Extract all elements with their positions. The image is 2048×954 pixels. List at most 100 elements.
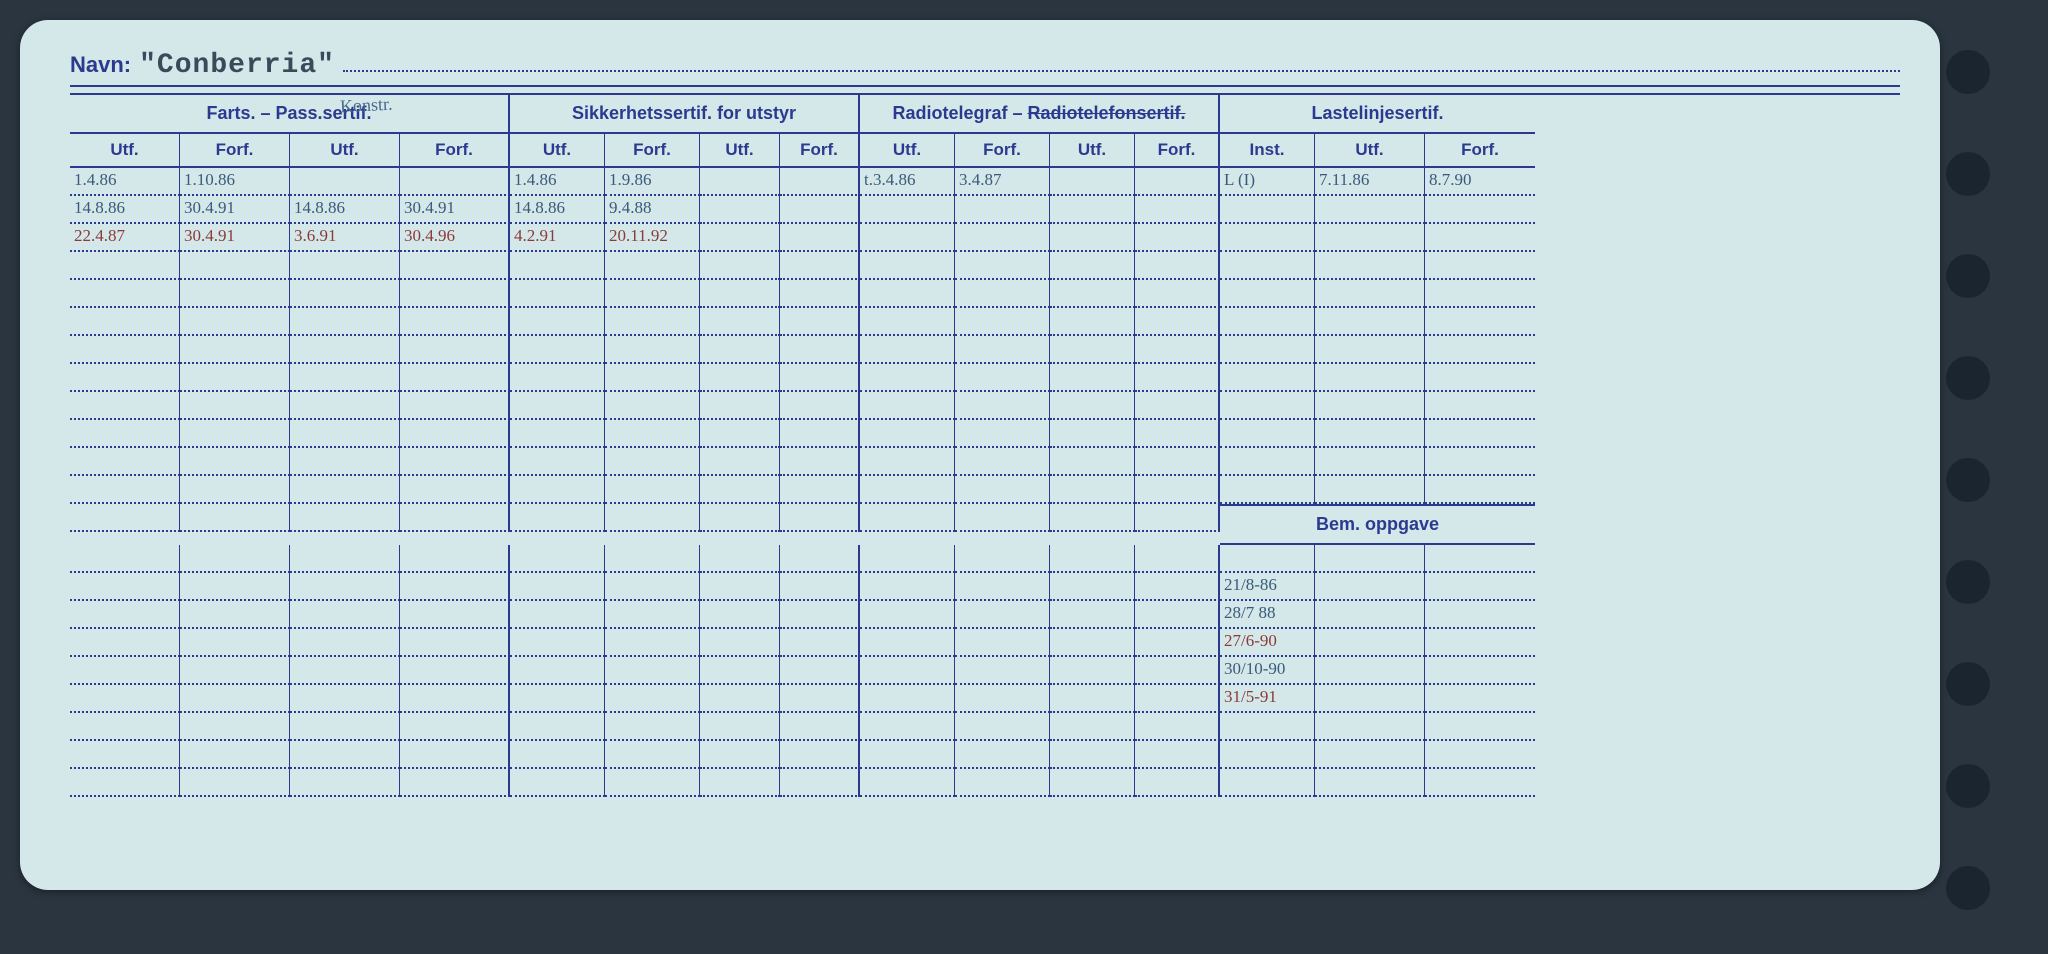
table-cell (860, 252, 955, 280)
table-cell (1425, 420, 1535, 448)
table-cell (1315, 308, 1425, 336)
table-cell (955, 573, 1050, 601)
table-cell (605, 364, 700, 392)
table-cell (70, 769, 180, 797)
name-row: Navn: "Conberria" (70, 50, 1900, 87)
table-cell (605, 504, 700, 532)
table-cell (780, 769, 860, 797)
table-cell: 9.4.88 (605, 196, 700, 224)
table-cell (780, 657, 860, 685)
table-cell (1135, 252, 1220, 280)
table-cell (1050, 573, 1135, 601)
table-cell (955, 769, 1050, 797)
table-cell (1425, 280, 1535, 308)
sub-forf: Forf. (605, 134, 700, 168)
table-cell (1315, 420, 1425, 448)
table-cell (1220, 392, 1315, 420)
table-cell (70, 308, 180, 336)
table-cell (1135, 420, 1220, 448)
table-cell (1315, 336, 1425, 364)
table-cell (1220, 420, 1315, 448)
table-cell (700, 769, 780, 797)
table-cell (1050, 336, 1135, 364)
table-cell (290, 168, 400, 196)
table-cell (860, 476, 955, 504)
table-cell (780, 252, 860, 280)
sub-inst: Inst. (1220, 134, 1315, 168)
data-grid: Farts. – Pass.sertif. Sikkerhetssertif. … (70, 93, 1900, 797)
table-cell (1050, 224, 1135, 252)
table-cell (605, 448, 700, 476)
group-radio: Radiotelegraf – Radiotelefonsertif. (860, 95, 1220, 134)
table-cell (780, 629, 860, 657)
bem-oppgave-header: Bem. oppgave (1220, 504, 1535, 545)
table-cell (400, 476, 510, 504)
table-cell (700, 364, 780, 392)
table-cell (955, 476, 1050, 504)
table-cell (955, 629, 1050, 657)
table-cell (1220, 280, 1315, 308)
table-cell (955, 685, 1050, 713)
table-cell (400, 573, 510, 601)
group-farts: Farts. – Pass.sertif. (70, 95, 510, 134)
table-cell (780, 741, 860, 769)
table-cell (1135, 504, 1220, 532)
table-cell (1220, 196, 1315, 224)
table-cell (290, 420, 400, 448)
table-cell (860, 280, 955, 308)
table-cell (290, 573, 400, 601)
table-cell (700, 448, 780, 476)
table-cell (400, 741, 510, 769)
table-cell (180, 504, 290, 532)
table-cell (1425, 713, 1535, 741)
table-cell (400, 392, 510, 420)
table-cell (510, 252, 605, 280)
table-cell (70, 629, 180, 657)
table-cell (780, 420, 860, 448)
table-cell (700, 601, 780, 629)
table-cell (605, 713, 700, 741)
table-cell (1050, 476, 1135, 504)
table-cell (700, 336, 780, 364)
table-cell (955, 196, 1050, 224)
table-cell (605, 420, 700, 448)
table-cell: L (I) (1220, 168, 1315, 196)
table-cell (1050, 448, 1135, 476)
table-cell (290, 280, 400, 308)
table-cell (700, 420, 780, 448)
table-cell (510, 364, 605, 392)
table-cell (290, 545, 400, 573)
table-cell (860, 504, 955, 532)
table-cell (290, 685, 400, 713)
table-cell (955, 308, 1050, 336)
table-cell (70, 448, 180, 476)
table-cell (955, 601, 1050, 629)
table-cell (1220, 545, 1315, 573)
table-cell (860, 601, 955, 629)
table-cell (700, 657, 780, 685)
table-cell (70, 504, 180, 532)
table-cell (1425, 448, 1535, 476)
binder-holes (1946, 50, 1990, 910)
table-cell (400, 504, 510, 532)
table-cell (700, 196, 780, 224)
table-cell (510, 336, 605, 364)
table-cell (180, 545, 290, 573)
table-cell (1315, 545, 1425, 573)
table-cell (1220, 224, 1315, 252)
table-cell (400, 448, 510, 476)
table-cell: 20.11.92 (605, 224, 700, 252)
table-cell (1315, 629, 1425, 657)
table-cell (860, 741, 955, 769)
table-cell (1220, 364, 1315, 392)
dotted-line (343, 70, 1900, 72)
table-cell (1425, 601, 1535, 629)
table-cell (180, 476, 290, 504)
table-cell (510, 657, 605, 685)
table-cell (1135, 685, 1220, 713)
table-cell (70, 364, 180, 392)
table-cell (955, 252, 1050, 280)
table-cell (955, 224, 1050, 252)
table-cell (860, 448, 955, 476)
table-cell (1315, 601, 1425, 629)
